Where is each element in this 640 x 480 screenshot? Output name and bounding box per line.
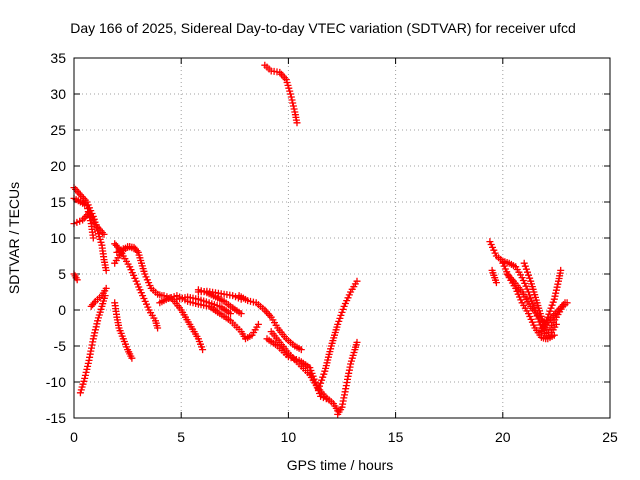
series-arc-12 (160, 292, 207, 354)
data-series (70, 61, 571, 418)
chart-title: Day 166 of 2025, Sidereal Day-to-day VTE… (70, 20, 576, 36)
y-tick-label: 5 (58, 266, 66, 282)
x-tick-label: 25 (602, 429, 618, 445)
data-point-markers (314, 277, 361, 393)
y-tick-label: -10 (46, 374, 66, 390)
y-tick-label: 10 (50, 230, 66, 246)
data-point-markers (113, 243, 138, 256)
x-tick-label: 5 (177, 429, 185, 445)
data-point-markers (87, 284, 110, 310)
data-point-markers (334, 338, 361, 418)
series-arc-20 (334, 338, 361, 418)
y-tick-label: 0 (58, 302, 66, 318)
x-tick-label: 15 (388, 429, 404, 445)
data-point-markers (194, 286, 245, 318)
series-arc-27 (537, 266, 565, 336)
series-arc-16 (235, 292, 305, 354)
x-tick-label: 10 (281, 429, 297, 445)
series-arc-13 (173, 293, 234, 318)
series-arc-23 (488, 266, 500, 287)
data-point-markers (70, 270, 81, 284)
data-point-markers (111, 299, 136, 362)
plot-frame (73, 57, 611, 419)
y-tick-label: 25 (50, 122, 66, 138)
y-axis-label: SDTVAR / TECUs (6, 182, 22, 294)
series-arc-28 (546, 299, 571, 332)
data-point-markers (520, 259, 560, 339)
x-tick-label: 20 (495, 429, 511, 445)
y-tick-labels: -15 -10 -5 0 5 10 15 20 25 30 35 (46, 50, 66, 426)
y-tick-label: 30 (50, 86, 66, 102)
y-tick-label: 35 (50, 50, 66, 66)
series-arc-7 (111, 299, 136, 362)
series-arc-6 (87, 284, 110, 310)
y-tick-label: 15 (50, 194, 66, 210)
data-point-markers (173, 293, 234, 318)
series-arc-26 (520, 259, 560, 339)
data-point-markers (76, 292, 109, 397)
data-point-markers (546, 299, 571, 332)
series-arc-18 (263, 335, 333, 404)
data-point-markers (160, 292, 207, 354)
series-arc-5 (76, 292, 109, 397)
grid-lines (74, 58, 610, 418)
y-tick-label: -15 (46, 410, 66, 426)
series-arc-10 (113, 243, 138, 256)
data-point-markers (263, 335, 333, 404)
y-tick-label: 20 (50, 158, 66, 174)
data-point-markers (537, 266, 565, 336)
y-tick-label: -5 (54, 338, 67, 354)
series-arc-21 (261, 61, 301, 127)
series-arc-19 (314, 277, 361, 393)
x-tick-labels: 0 5 10 15 20 25 (70, 429, 618, 445)
series-arc-4 (70, 270, 81, 284)
x-axis-label: GPS time / hours (287, 457, 394, 473)
data-point-markers (235, 292, 305, 354)
data-point-markers (261, 61, 301, 127)
data-point-markers (488, 266, 500, 287)
x-tick-label: 0 (70, 429, 78, 445)
series-arc-15 (194, 286, 245, 318)
